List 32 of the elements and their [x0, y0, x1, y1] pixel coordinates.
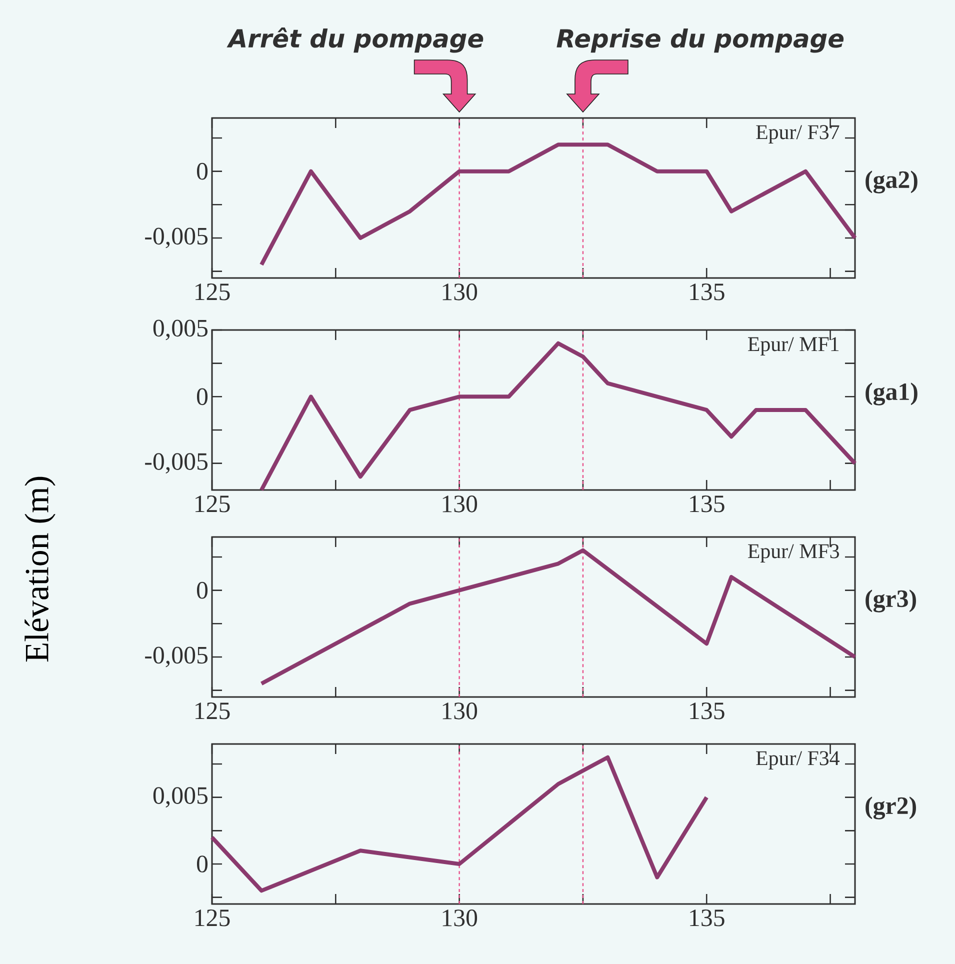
x-tick-label: 130: [442, 910, 478, 926]
y-tick-label: 0: [196, 582, 208, 599]
x-tick-label: 135: [690, 284, 724, 300]
x-tick-label: 130: [442, 496, 478, 512]
y-tick-label: 0: [196, 162, 208, 180]
x-tick-label: 130: [442, 702, 478, 720]
x-tick-label: 130: [442, 284, 478, 300]
ref-line-label: Reprise du pompage: [556, 28, 844, 53]
x-tick-label: 125: [196, 284, 230, 300]
x-tick-label: 135: [690, 702, 724, 720]
ref-line-label: Arrêt du pompage: [226, 27, 484, 53]
annotation: Epur/ MF1: [748, 337, 839, 356]
y-tick-label: 0: [196, 388, 208, 406]
text: (ga2): [866, 170, 918, 194]
y-tick-label: 0,005: [153, 787, 208, 808]
x-tick-label: 135: [690, 910, 724, 926]
x-tick-label: 125: [196, 910, 230, 926]
y-tick-label: -0,005: [145, 228, 208, 248]
text: (ga1): [866, 382, 918, 406]
text: (gr2): [866, 796, 916, 820]
x-tick-label: 125: [196, 496, 230, 512]
y-tick-label: -0,005: [145, 646, 208, 668]
annotation: Epur/ MF3: [748, 544, 839, 562]
text: (gr3): [866, 590, 916, 612]
x-tick-label: 125: [196, 702, 230, 720]
annotation: Epur/ F34: [756, 751, 840, 770]
y-tick-label: 0,005: [153, 320, 208, 340]
y-tick-label: -0,005: [145, 453, 208, 474]
y-tick-label: 0: [196, 856, 208, 872]
y-axis-title: Elévation (m): [24, 476, 56, 662]
annotation: Epur/ F37: [756, 125, 840, 144]
x-tick-label: 135: [690, 496, 724, 512]
